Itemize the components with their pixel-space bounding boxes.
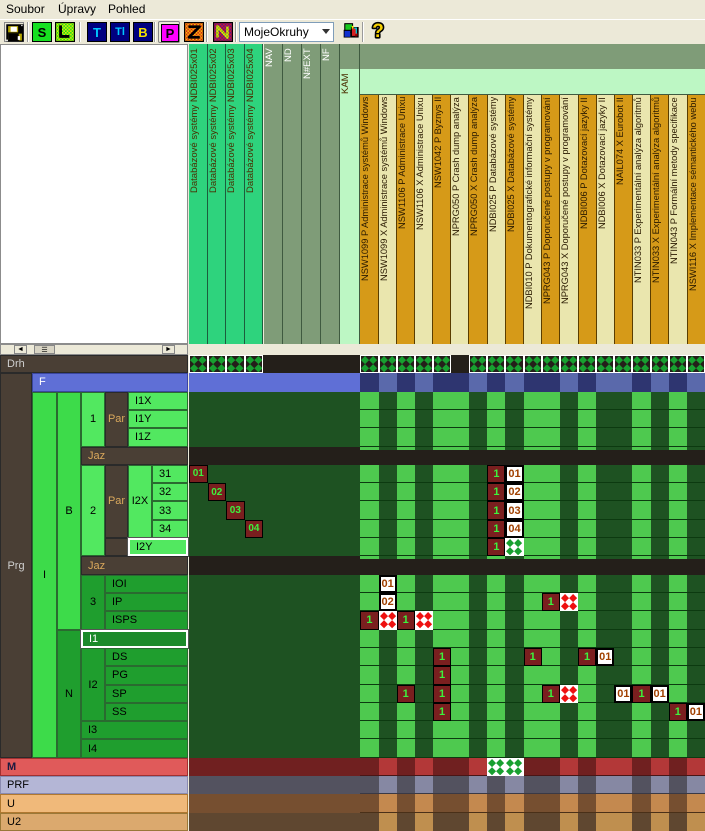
svg-text:?: ? bbox=[372, 21, 384, 41]
